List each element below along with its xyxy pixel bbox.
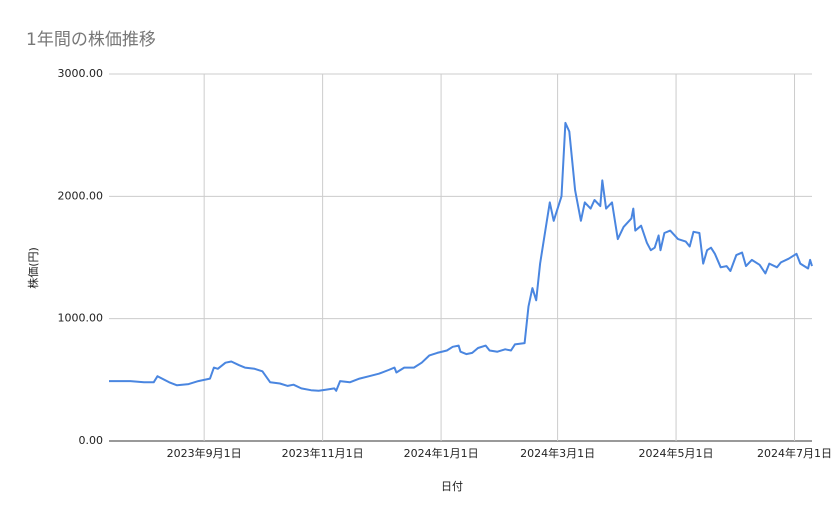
y-tick-label: 1000.00 — [58, 312, 104, 325]
y-tick-label: 2000.00 — [58, 189, 104, 202]
x-tick-label: 2024年1月1日 — [404, 446, 479, 460]
x-tick-label: 2024年7月1日 — [757, 446, 832, 460]
y-tick-label: 0.00 — [79, 434, 104, 447]
y-tick-label: 3000.00 — [58, 67, 104, 80]
x-tick-label: 2024年3月1日 — [520, 446, 595, 460]
x-tick-label: 2023年9月1日 — [167, 446, 242, 460]
x-axis-label: 日付 — [441, 480, 463, 493]
x-tick-label: 2023年11月1日 — [282, 446, 364, 460]
chart-title: 1年間の株価推移 — [26, 30, 156, 50]
y-axis-label: 株価(円) — [26, 247, 40, 289]
x-tick-label: 2024年5月1日 — [639, 446, 714, 460]
line-series — [109, 121, 813, 392]
